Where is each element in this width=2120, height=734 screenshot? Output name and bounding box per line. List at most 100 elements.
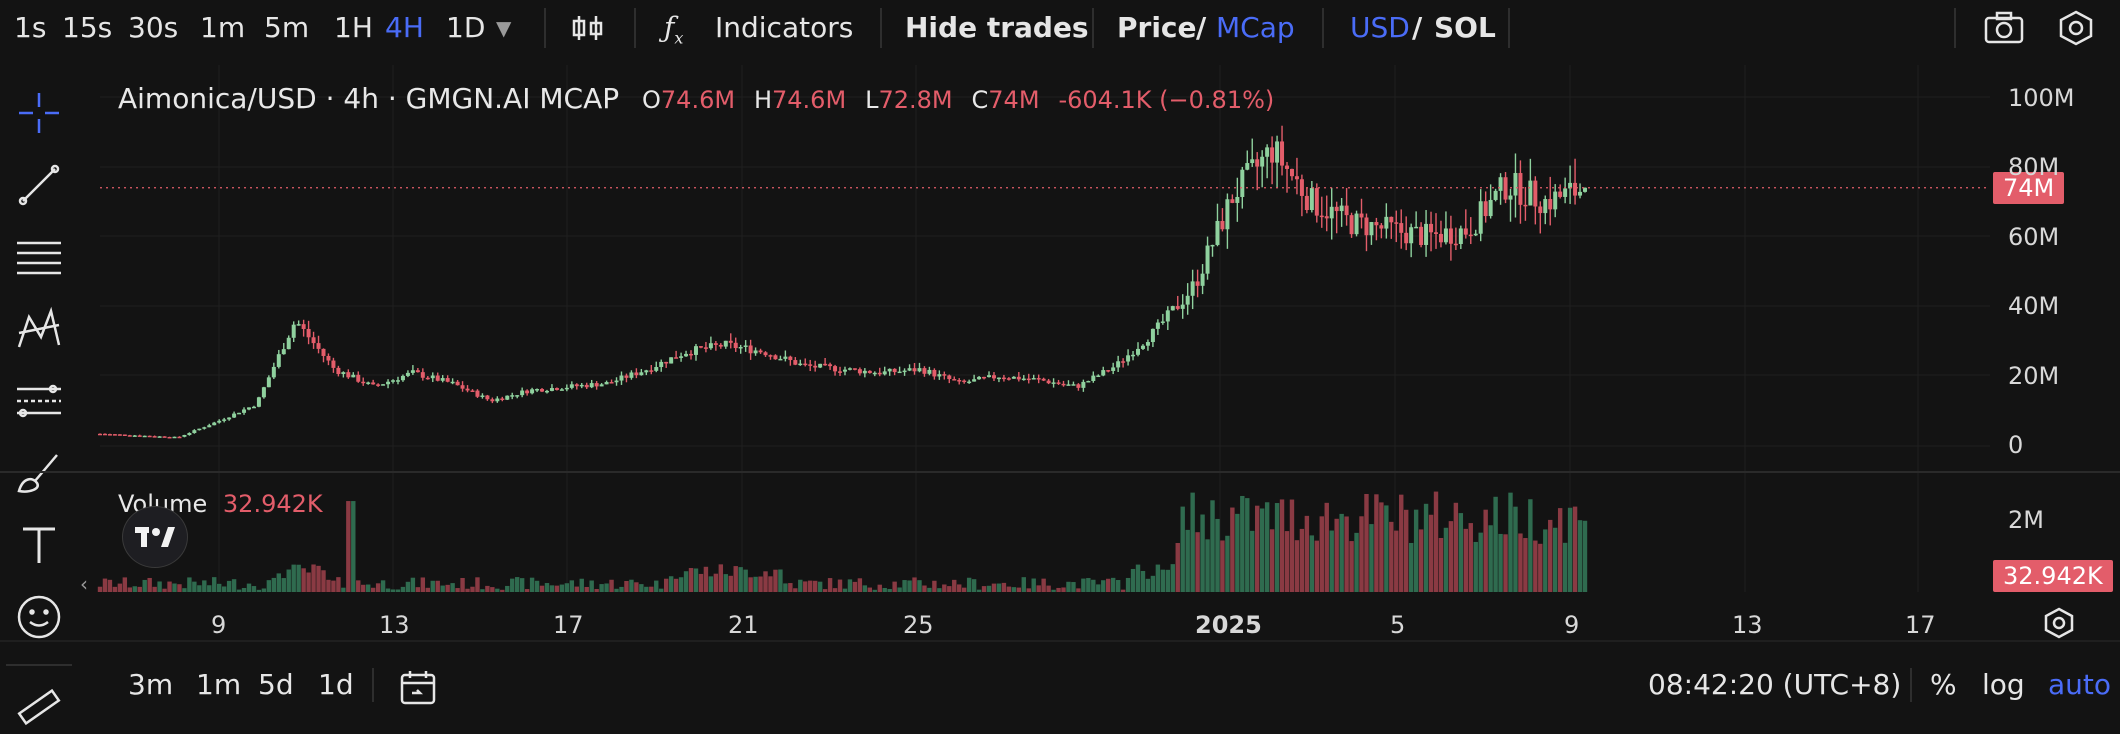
y-tick-label: 60M (2008, 223, 2060, 251)
candle-body (763, 352, 768, 356)
clock-time[interactable]: 08:42:20 (UTC+8) (1648, 668, 1902, 701)
camera-icon[interactable] (1984, 0, 2024, 56)
ohlc-high-value: 74.6M (772, 86, 847, 114)
mcap-toggle[interactable]: MCap (1216, 11, 1295, 44)
ruler-icon[interactable] (12, 680, 66, 734)
volume-bar (728, 575, 733, 592)
fib-icon[interactable] (12, 230, 66, 284)
candle-body (1498, 177, 1503, 191)
percent-toggle[interactable]: % (1930, 668, 1957, 701)
interval-15s[interactable]: 15s (62, 11, 113, 44)
volume-bar (882, 587, 887, 592)
volume-bar (311, 564, 316, 592)
range-1m[interactable]: 1m (196, 668, 242, 701)
candle-body (1096, 375, 1101, 378)
candle-body (1051, 382, 1056, 384)
auto-toggle[interactable]: auto (2048, 668, 2112, 701)
fx-icon[interactable]: ƒx (664, 11, 684, 48)
usd-toggle[interactable]: USD (1350, 11, 1410, 44)
volume-bar (1468, 523, 1473, 592)
candle-body (892, 368, 897, 373)
collapse-arrow-icon[interactable]: ‹ (80, 572, 88, 596)
volume-bar (1220, 540, 1225, 592)
range-3m[interactable]: 3m (128, 668, 174, 701)
volume-bar (1369, 524, 1374, 592)
y-tick-label: 40M (2008, 292, 2060, 320)
candle-body (887, 368, 892, 372)
volume-bar (425, 587, 430, 592)
candle-body (862, 370, 867, 374)
candle-body (748, 345, 753, 354)
candle-body (1031, 378, 1036, 380)
volume-bar (1498, 533, 1503, 592)
indicators-button[interactable]: Indicators (715, 11, 854, 44)
trend-line-icon[interactable] (12, 158, 66, 212)
volume-bar (390, 589, 396, 592)
crosshair-icon[interactable] (12, 86, 66, 140)
interval-1d[interactable]: 1D (446, 11, 486, 44)
candle-body (1404, 232, 1409, 244)
volume-bar (500, 589, 505, 592)
volume-bar (773, 569, 778, 592)
volume-bar (182, 588, 187, 592)
interval-1h[interactable]: 1H (334, 11, 373, 44)
bottom-divider (0, 640, 2120, 642)
interval-30s[interactable]: 30s (128, 11, 179, 44)
volume-bar (246, 583, 252, 592)
tradingview-logo[interactable] (122, 506, 188, 568)
interval-5m[interactable]: 5m (264, 11, 310, 44)
chevron-down-icon[interactable]: ▼ (496, 16, 512, 40)
volume-bar (202, 580, 207, 592)
emoji-icon[interactable] (12, 590, 66, 644)
interval-1s[interactable]: 1s (14, 11, 47, 44)
volume-bar (1200, 514, 1205, 592)
volume-bar (440, 585, 445, 592)
candle-body (1081, 381, 1086, 388)
candle-body (728, 340, 733, 343)
candle-body (942, 374, 947, 376)
sol-toggle[interactable]: SOL (1434, 11, 1496, 44)
volume-bar (271, 577, 277, 592)
settings-icon[interactable] (2056, 0, 2096, 56)
candle-body (227, 417, 232, 420)
candle-body (1364, 217, 1369, 236)
brush-icon[interactable] (12, 446, 66, 500)
range-1d[interactable]: 1d (318, 668, 354, 701)
log-toggle[interactable]: log (1982, 668, 2025, 701)
volume-bar (410, 577, 416, 592)
calendar-icon[interactable] (398, 668, 438, 712)
volume-bar (112, 586, 118, 592)
interval-1m[interactable]: 1m (200, 11, 246, 44)
prediction-icon[interactable] (12, 374, 66, 428)
volume-bar (1130, 568, 1136, 592)
candle-body (1344, 205, 1349, 216)
volume-bar (1473, 541, 1478, 592)
volume-bar (122, 577, 128, 592)
volume-bar (1443, 527, 1449, 592)
volume-bar (1463, 528, 1469, 592)
volume-bar (554, 585, 560, 592)
volume-bar (241, 587, 247, 592)
candle-body (1076, 384, 1081, 388)
interval-4h[interactable]: 4H (385, 11, 424, 44)
pattern-icon[interactable] (12, 302, 66, 356)
candles-icon[interactable] (570, 0, 606, 56)
volume-bar (574, 586, 579, 592)
candle-body (783, 356, 788, 359)
volume-bar (981, 586, 987, 592)
candle-body (1126, 355, 1131, 362)
price-toggle[interactable]: Price (1117, 11, 1197, 44)
volume-bar (1294, 540, 1300, 592)
candle-body (753, 350, 758, 354)
candle-body (445, 378, 450, 382)
volume-bar (1235, 513, 1240, 592)
hide-trades-button[interactable]: Hide trades (905, 11, 1089, 44)
volume-bar (1041, 578, 1046, 592)
volume-bar (1011, 587, 1017, 592)
axis-settings-icon[interactable] (2042, 606, 2076, 644)
text-icon[interactable] (12, 518, 66, 572)
candle-body (937, 374, 942, 377)
range-5d[interactable]: 5d (258, 668, 294, 701)
volume-bar (544, 583, 550, 592)
